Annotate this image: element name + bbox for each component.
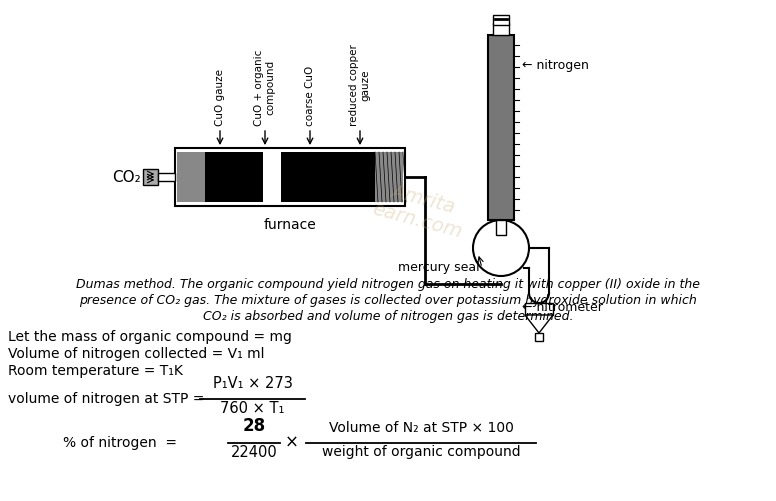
Text: ← nitrogen: ← nitrogen [522, 59, 589, 72]
Bar [493, 15, 509, 25]
Text: CO₂ is absorbed and volume of nitrogen gas is determined.: CO₂ is absorbed and volume of nitrogen g… [203, 310, 573, 323]
Bar [488, 35, 514, 220]
Text: ×: × [285, 434, 299, 452]
Text: Amrita
earn.com: Amrita earn.com [370, 178, 469, 242]
Text: CuO + organic
compound: CuO + organic compound [255, 50, 275, 126]
Bar [496, 220, 506, 235]
Text: ← nitrometer: ← nitrometer [522, 301, 603, 314]
Bar [525, 303, 553, 315]
Bar [143, 169, 158, 185]
Text: P₁V₁ × 273: P₁V₁ × 273 [213, 376, 293, 391]
Text: Volume of nitrogen collected = V₁ ml: Volume of nitrogen collected = V₁ ml [8, 347, 265, 361]
Bar [158, 173, 175, 181]
Bar [375, 152, 403, 202]
Text: furnace: furnace [264, 218, 317, 232]
Circle shape [473, 220, 529, 276]
Text: weight of organic compound: weight of organic compound [322, 445, 521, 459]
Text: Dumas method. The organic compound yield nitrogen gas on heating it with copper : Dumas method. The organic compound yield… [76, 278, 700, 291]
Text: 22400: 22400 [230, 445, 277, 460]
Text: Room temperature = T₁K: Room temperature = T₁K [8, 364, 183, 378]
Text: Let the mass of organic compound = mg: Let the mass of organic compound = mg [8, 330, 292, 344]
Text: Volume of N₂ at STP × 100: Volume of N₂ at STP × 100 [328, 421, 514, 435]
Text: volume of nitrogen at STP =: volume of nitrogen at STP = [8, 392, 209, 406]
Text: CO₂: CO₂ [113, 169, 141, 184]
Bar [205, 152, 375, 202]
Text: 760 × T₁: 760 × T₁ [220, 401, 285, 416]
Bar [177, 152, 205, 202]
Bar [263, 152, 281, 202]
Text: mercury seal: mercury seal [398, 262, 480, 275]
Text: 28: 28 [242, 417, 265, 435]
Text: coarse CuO: coarse CuO [305, 66, 315, 126]
Polygon shape [525, 315, 553, 333]
Text: CuO gauze: CuO gauze [215, 69, 225, 126]
Text: % of nitrogen  =: % of nitrogen = [63, 436, 182, 450]
Bar [175, 148, 405, 206]
Text: presence of CO₂ gas. The mixture of gases is collected over potassium hydroxide : presence of CO₂ gas. The mixture of gase… [79, 294, 697, 307]
Text: reduced copper
gauze: reduced copper gauze [349, 44, 371, 126]
Bar [535, 333, 543, 341]
Bar [493, 23, 509, 35]
